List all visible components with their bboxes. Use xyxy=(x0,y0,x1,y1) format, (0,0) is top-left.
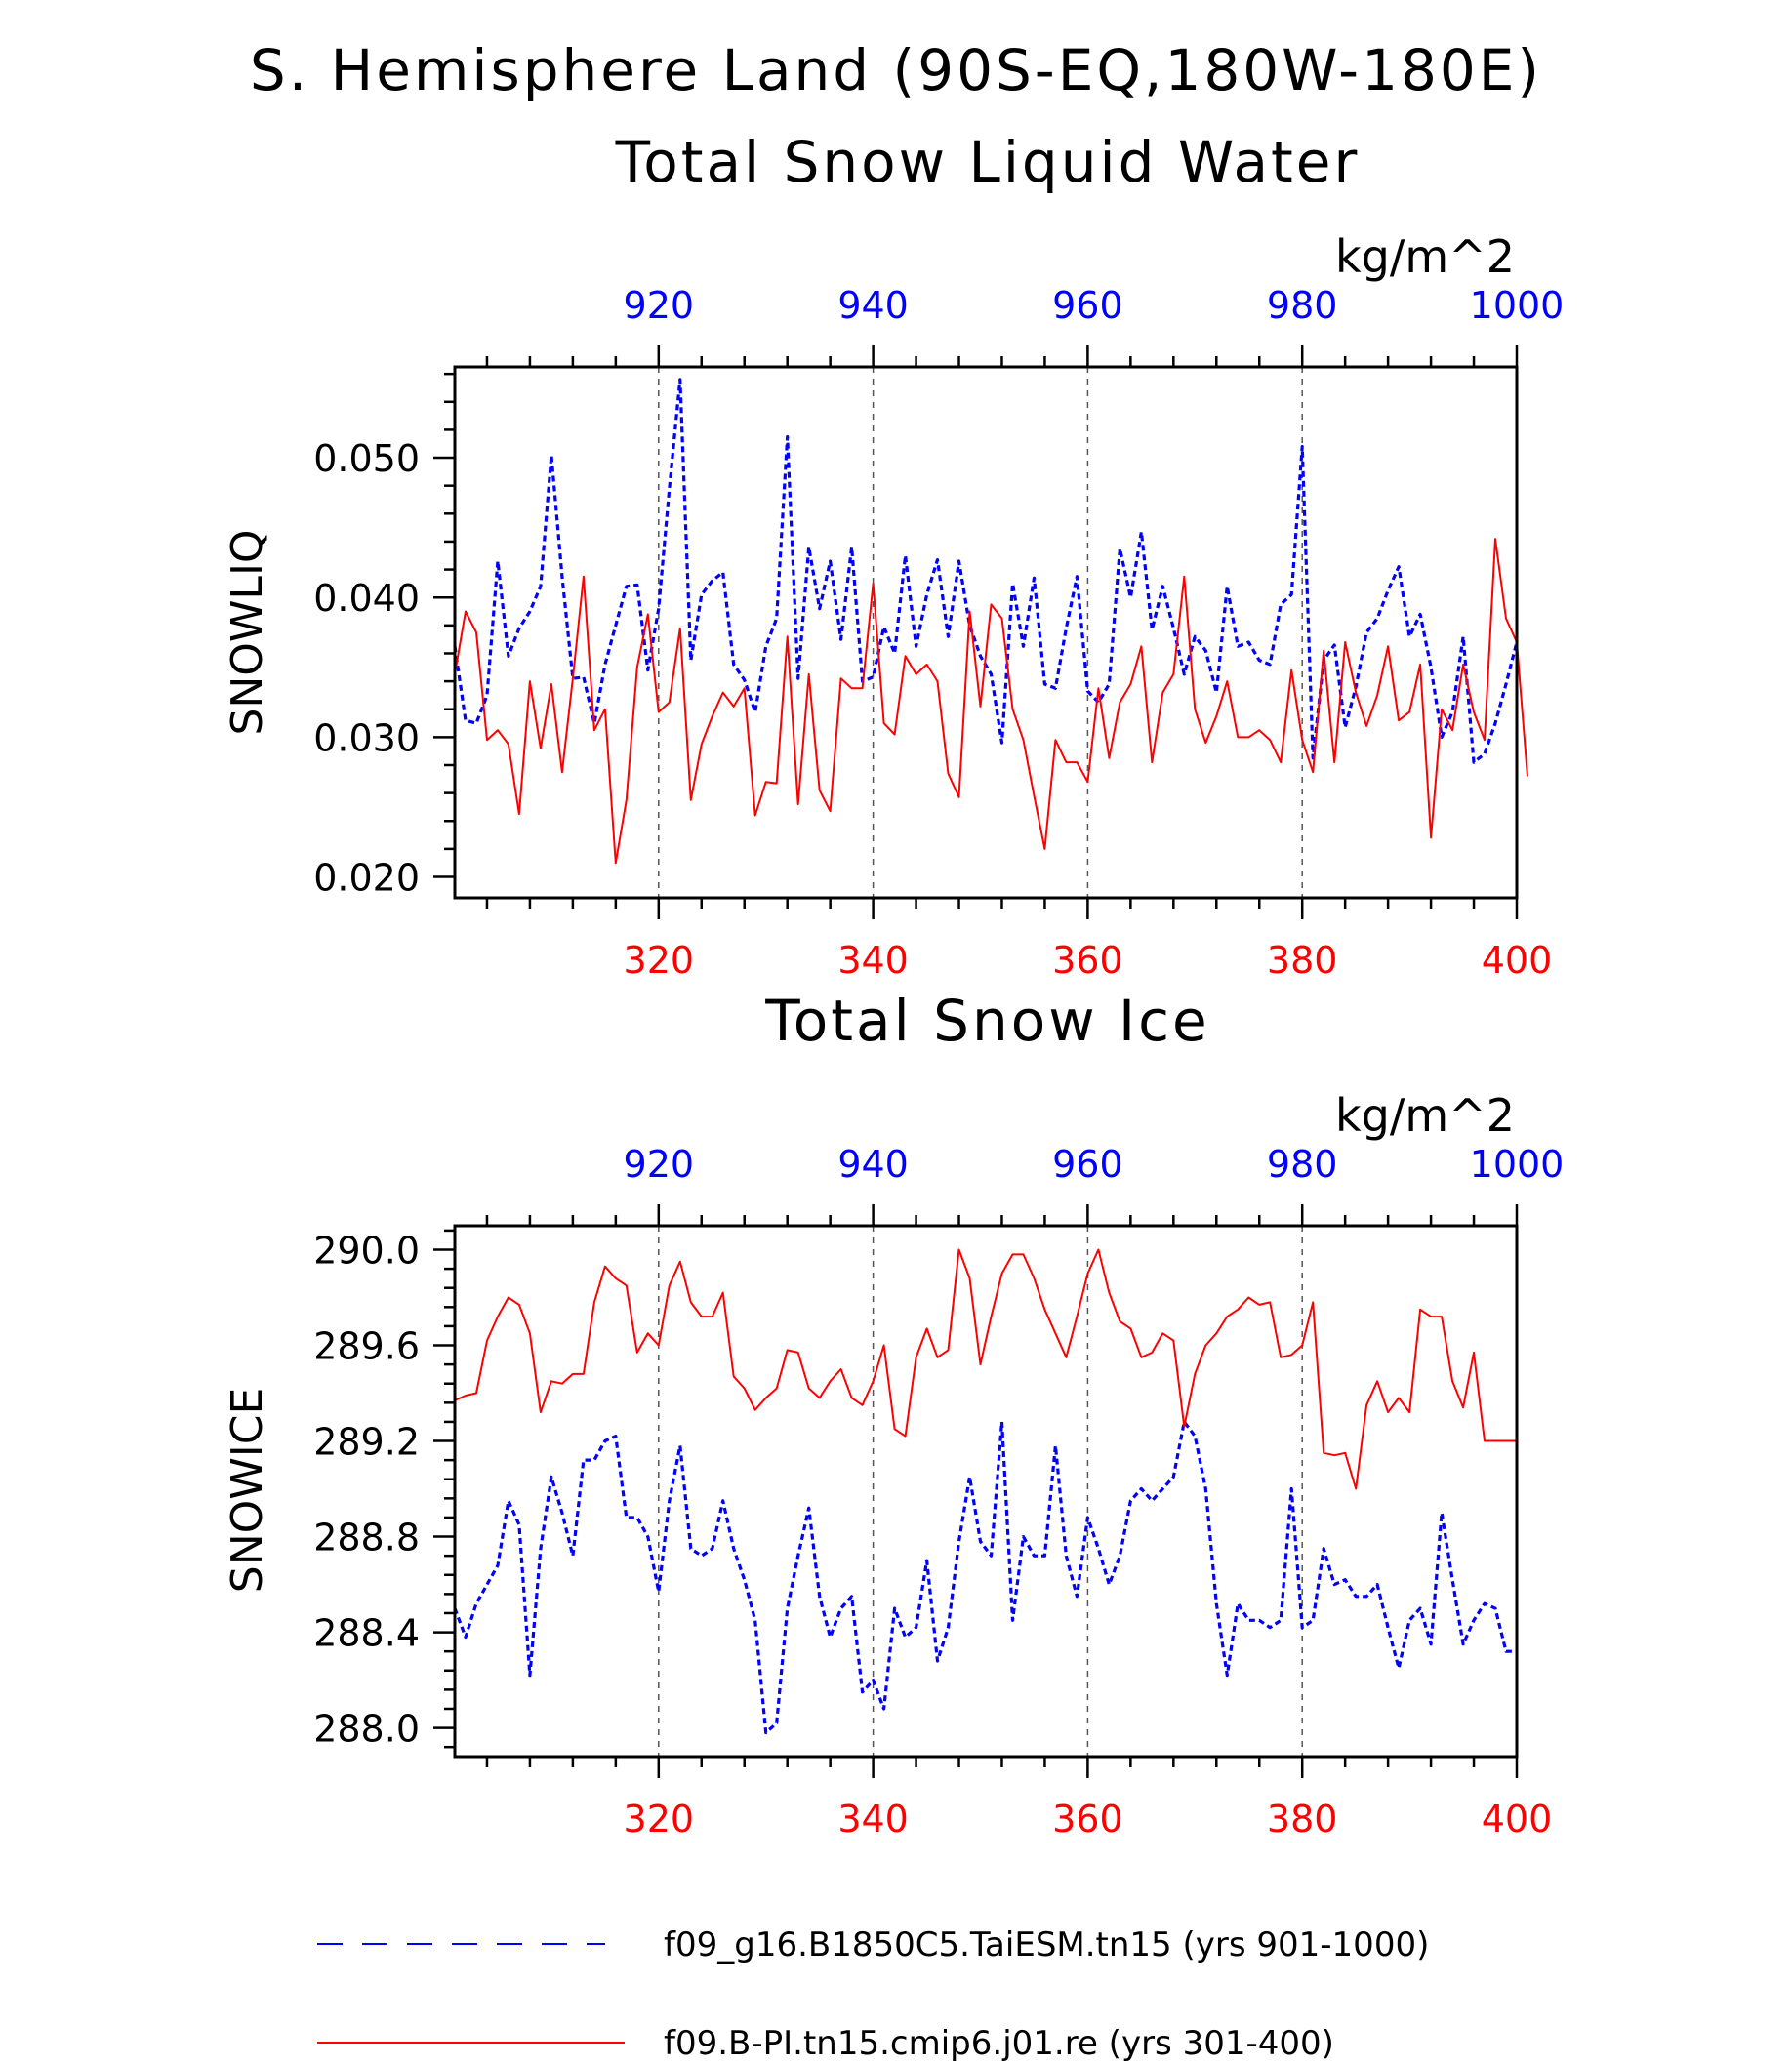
chart-snowice: Total Snow Ice kg/m^2 SNOWICE 288.0 288.4… xyxy=(223,988,1564,1841)
x-tick-label-bottom: 400 xyxy=(1482,939,1553,982)
figure-title: S. Hemisphere Land (90S-EQ,180W-180E) xyxy=(250,37,1542,103)
x-tick-label-bottom: 360 xyxy=(1052,939,1123,982)
x-tick-label-top: 980 xyxy=(1267,1143,1338,1186)
y-tick-label: 0.050 xyxy=(313,437,420,480)
x-tick-label-top: 1000 xyxy=(1470,284,1565,327)
legend: f09_g16.B1850C5.TaiESM.tn15 (yrs 901-100… xyxy=(317,1925,1429,2063)
x-tick-label-bottom: 380 xyxy=(1267,1798,1338,1841)
y-tick-label: 290.0 xyxy=(313,1230,420,1273)
x-tick-label-bottom: 320 xyxy=(624,1798,695,1841)
y-tick-label: 289.6 xyxy=(313,1325,420,1368)
chart-title: Total Snow Ice xyxy=(764,988,1210,1054)
series-line-301-400 xyxy=(454,1248,1517,1490)
y-tick-label: 288.4 xyxy=(313,1612,420,1655)
x-tick-label-bottom: 380 xyxy=(1267,939,1338,982)
x-tick-label-top: 1000 xyxy=(1470,1143,1565,1186)
x-tick-label-top: 940 xyxy=(837,1143,909,1186)
y-tick-label: 0.030 xyxy=(313,716,420,759)
chart-title: Total Snow Liquid Water xyxy=(615,129,1361,195)
x-tick-label-bottom: 340 xyxy=(837,1798,909,1841)
x-tick-label-top: 940 xyxy=(837,284,909,327)
x-tick-label-bottom: 400 xyxy=(1482,1798,1553,1841)
series-line-301-400 xyxy=(454,538,1528,865)
x-tick-label-top: 960 xyxy=(1052,1143,1123,1186)
x-tick-label-top: 960 xyxy=(1052,284,1123,327)
units-label: kg/m^2 xyxy=(1335,1089,1515,1142)
x-tick-label-top: 920 xyxy=(624,1143,695,1186)
series-line-901-1000 xyxy=(453,378,1519,764)
x-tick-label-bottom: 340 xyxy=(837,939,909,982)
chart-snowliq: Total Snow Liquid Water kg/m^2 SNOWLIQ 0… xyxy=(223,129,1564,982)
y-axis-label: SNOWICE xyxy=(223,1388,272,1593)
plot-frame xyxy=(453,365,1519,900)
x-tick-label-bottom: 360 xyxy=(1052,1798,1123,1841)
y-tick-label: 0.020 xyxy=(313,857,420,900)
units-label: kg/m^2 xyxy=(1335,230,1515,283)
y-tick-label: 289.2 xyxy=(313,1421,420,1464)
y-axis-label: SNOWLIQ xyxy=(223,529,272,735)
plot-frame xyxy=(453,1224,1519,1759)
series-line-901-1000 xyxy=(453,1420,1517,1735)
x-tick-label-top: 980 xyxy=(1267,284,1338,327)
x-tick-label-top: 920 xyxy=(624,284,695,327)
y-tick-label: 288.0 xyxy=(313,1708,420,1751)
y-tick-label: 0.040 xyxy=(313,577,420,620)
legend-label-red: f09.B-PI.tn15.cmip6.j01.re (yrs 301-400) xyxy=(664,2024,1334,2062)
legend-label-blue: f09_g16.B1850C5.TaiESM.tn15 (yrs 901-100… xyxy=(664,1925,1429,1965)
y-tick-label: 288.8 xyxy=(313,1517,420,1560)
x-tick-label-bottom: 320 xyxy=(624,939,695,982)
